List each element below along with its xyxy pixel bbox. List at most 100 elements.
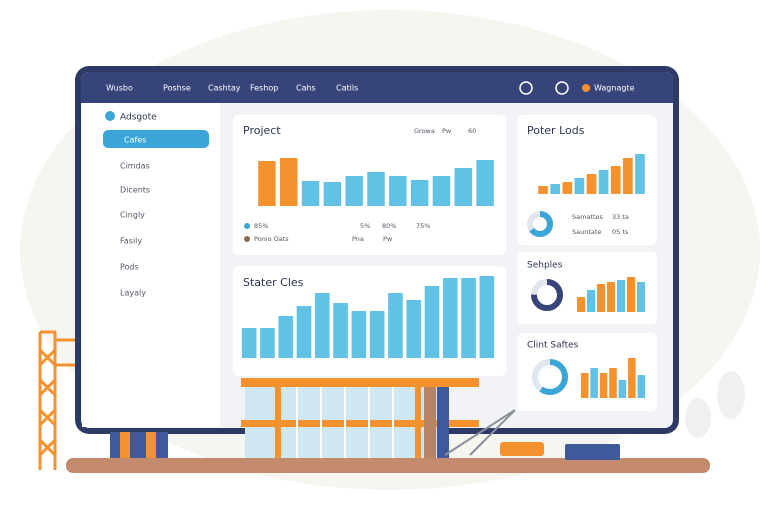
sidebar	[82, 103, 220, 427]
donut-arc	[527, 211, 553, 237]
nav-item[interactable]: Feshop	[250, 84, 278, 93]
bar	[587, 290, 595, 312]
legend-text: Ponio Oats	[254, 235, 289, 243]
bar	[369, 311, 385, 358]
bar	[577, 297, 585, 312]
logo: Wusbo	[106, 84, 133, 93]
bar	[618, 380, 627, 398]
bar	[278, 316, 294, 358]
bar	[367, 172, 385, 206]
building-floor	[241, 420, 479, 427]
nav-item[interactable]: Cashtay	[208, 84, 241, 93]
bar	[351, 311, 367, 358]
bar	[628, 358, 636, 398]
bar	[280, 158, 298, 206]
legend-text: 5%	[360, 222, 370, 230]
container	[565, 444, 620, 460]
sidebar-item[interactable]: Dicents	[120, 186, 150, 195]
legend-text: 33 ta	[612, 213, 629, 221]
legend-text: 80%	[382, 222, 396, 230]
nav-item[interactable]: Catils	[336, 84, 358, 93]
bar	[574, 178, 585, 194]
legend-text: 75%	[416, 222, 430, 230]
bar	[617, 280, 625, 312]
tree	[717, 371, 745, 419]
icon-button[interactable]	[519, 81, 533, 95]
bar	[550, 184, 561, 194]
donut-arc	[532, 359, 568, 395]
sidebar-item[interactable]: Cafes	[124, 136, 146, 145]
bar	[590, 368, 598, 398]
bar	[333, 303, 348, 358]
bar	[597, 284, 605, 312]
card-title: Sehples	[527, 261, 563, 271]
bar	[454, 168, 472, 206]
legend-text: Sauntate	[572, 228, 601, 236]
crane	[38, 330, 75, 470]
control[interactable]: Growa	[414, 127, 435, 135]
bar	[461, 278, 476, 358]
building-panel	[424, 387, 436, 458]
building-column	[275, 387, 281, 458]
bar	[258, 161, 276, 206]
block	[120, 432, 130, 458]
window-lines	[296, 387, 394, 458]
bar	[260, 328, 275, 358]
bar	[389, 176, 407, 206]
bar	[241, 328, 257, 358]
bar	[635, 154, 645, 194]
legend-text: Pw	[383, 235, 393, 243]
active-item-bg[interactable]	[103, 130, 209, 148]
card-title: Stater Cles	[243, 276, 304, 289]
bar	[580, 373, 589, 398]
control[interactable]: Pw	[442, 127, 452, 135]
bar	[637, 282, 645, 312]
building-panel	[437, 387, 449, 458]
sidebar-item[interactable]: Cingly	[120, 211, 145, 220]
bar	[424, 286, 440, 358]
control[interactable]: 60	[468, 127, 476, 135]
building-roof	[241, 378, 479, 387]
bar	[538, 186, 548, 194]
avatar[interactable]	[582, 84, 590, 92]
top-bar	[81, 72, 673, 103]
legend-dot	[244, 236, 250, 242]
legend-text: Samattes	[572, 213, 604, 221]
bar	[296, 306, 312, 358]
bar	[627, 277, 635, 312]
legend-text: 85%	[254, 222, 268, 230]
sidebar-item[interactable]: Layaly	[120, 289, 146, 298]
bar	[314, 293, 330, 358]
nav-item[interactable]: Cahs	[296, 84, 316, 93]
sidebar-item[interactable]: Fasily	[120, 237, 142, 246]
donut-arc	[531, 279, 563, 311]
brand: Adsgote	[120, 113, 157, 123]
bar	[410, 180, 429, 206]
bar	[476, 160, 494, 206]
user-name[interactable]: Wagnagte	[594, 84, 635, 93]
legend-text: 05 ts	[612, 228, 629, 236]
icon-button[interactable]	[555, 81, 569, 95]
bar	[301, 181, 320, 206]
bar	[586, 174, 597, 194]
bar	[388, 293, 403, 358]
building-column	[415, 387, 421, 458]
bar	[637, 375, 646, 398]
sidebar-item[interactable]: Cimdas	[120, 162, 150, 171]
legend-dot	[244, 223, 250, 229]
card-title: Poter Lods	[527, 124, 585, 137]
bar	[598, 170, 609, 194]
bar	[479, 276, 495, 358]
nav-item[interactable]: Poshse	[163, 84, 191, 93]
card-title: Project	[243, 124, 281, 137]
truck	[500, 442, 544, 456]
bar	[622, 158, 633, 194]
bar	[609, 368, 617, 398]
excavator-arm	[444, 409, 516, 456]
brand-icon	[105, 111, 115, 121]
bar	[345, 176, 363, 206]
ground	[66, 458, 710, 473]
bar	[562, 182, 573, 194]
sidebar-item[interactable]: Pods	[120, 263, 139, 272]
